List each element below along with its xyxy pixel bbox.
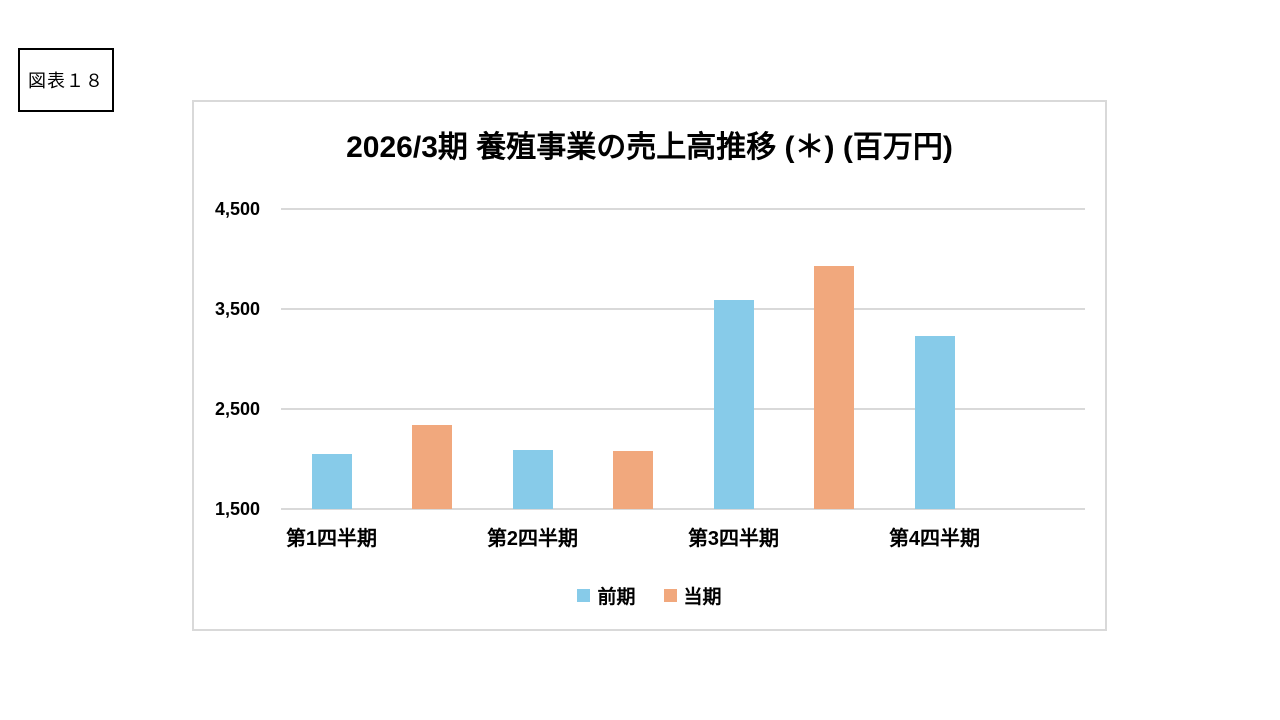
legend-label: 当期 [683, 586, 722, 608]
chart-legend: 前期 当期 [194, 580, 1105, 610]
gridline-4500 [281, 208, 1085, 210]
bar-current-period-q1 [411, 425, 452, 509]
bar-chart: 2026/3期 養殖事業の売上高推移 (＊) (百万円) 前期 当期 4,500 3… [192, 100, 1107, 631]
bar-previous-period-q4 [914, 336, 955, 509]
bar-previous-period-q2 [512, 450, 553, 509]
y-axis-tick-label: 3,500 [214, 299, 260, 319]
y-axis-tick-label: 2,500 [214, 399, 260, 419]
legend-item-previous-period: 前期 [577, 582, 636, 609]
figure-number-text: 図表１８ [28, 71, 104, 91]
gridline-3500 [281, 308, 1085, 310]
bar-current-period-q3 [813, 266, 854, 509]
chart-title: 2026/3期 養殖事業の売上高推移 (＊) (百万円) [346, 131, 953, 164]
legend-swatch-icon-previous-period [577, 588, 591, 602]
bar-previous-period-q1 [311, 454, 352, 509]
legend-swatch-icon-current-period [663, 588, 677, 602]
x-axis-label-q3: 第3四半期 [687, 528, 780, 550]
bar-current-period-q2 [612, 451, 653, 509]
legend-item-current-period: 当期 [663, 582, 722, 609]
bar-previous-period-q3 [713, 300, 754, 509]
y-axis-tick-label: 4,500 [214, 199, 260, 219]
figure-number-label: 図表１８ [18, 48, 114, 112]
x-axis-label-q2: 第2四半期 [486, 528, 579, 550]
gridline-2500 [281, 408, 1085, 410]
legend-label: 前期 [597, 586, 636, 608]
gridline-1500 [281, 508, 1085, 510]
y-axis-tick-label: 1,500 [214, 499, 260, 519]
x-axis-label-q4: 第4四半期 [888, 528, 981, 550]
x-axis-label-q1: 第1四半期 [285, 528, 378, 550]
